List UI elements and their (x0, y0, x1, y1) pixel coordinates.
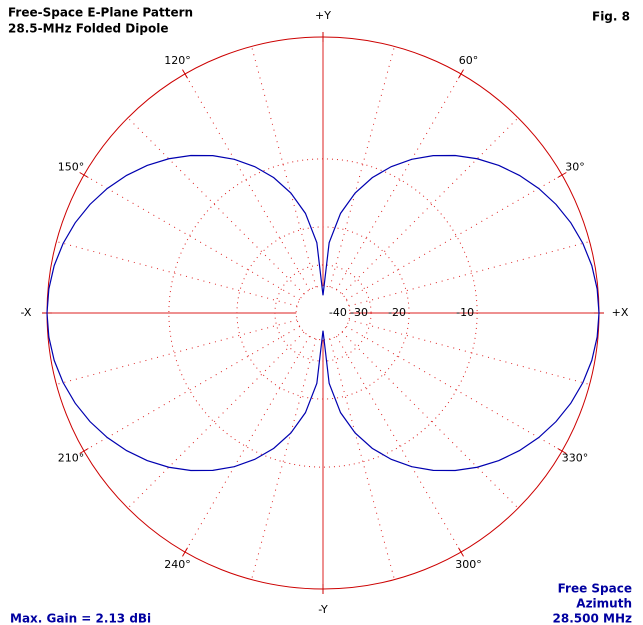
angle-tick (458, 69, 464, 79)
chart-subtitle: 28.5-MHz Folded Dipole (8, 22, 168, 36)
radial-grid (341, 117, 519, 295)
angle-tick (458, 547, 464, 557)
radial-grid (184, 335, 311, 553)
radial-grid (83, 174, 301, 301)
angle-tick (557, 448, 567, 454)
angle-label: 120° (164, 54, 191, 67)
chart-title: Free-Space E-Plane Pattern (8, 6, 193, 20)
radial-grid (345, 325, 563, 452)
ring-grid (295, 285, 351, 341)
ring-label: -10 (456, 306, 474, 319)
radial-grid (127, 331, 305, 509)
max-gain-label: Max. Gain = 2.13 dBi (10, 612, 151, 625)
ring-grid (274, 264, 372, 362)
angle-label: 240° (164, 558, 191, 571)
radial-grid (335, 73, 462, 291)
angle-tick (182, 69, 188, 79)
radial-grid (83, 325, 301, 452)
figure-label: Fig. 8 (592, 10, 630, 24)
radial-grid (341, 331, 519, 509)
radial-grid (184, 73, 311, 291)
angle-tick (79, 172, 89, 178)
ring-grid (168, 158, 478, 468)
angle-tick (79, 448, 89, 454)
footer-line: Free Space (558, 582, 632, 596)
angle-label: 150° (58, 161, 85, 174)
radial-grid (127, 117, 305, 295)
angle-label: -X (21, 306, 32, 319)
angle-label: 330° (562, 452, 589, 465)
ring-grid (236, 226, 410, 400)
ring-label: -40 (329, 306, 347, 319)
radial-grid (345, 174, 563, 301)
footer-line: 28.500 MHz (553, 612, 632, 625)
angle-label: 60° (459, 54, 479, 67)
pattern-line (46, 154, 600, 472)
radial-grid (335, 335, 462, 553)
angle-label: +Y (315, 9, 331, 22)
ring-label: -30 (350, 306, 368, 319)
angle-label: +X (612, 306, 629, 319)
angle-label: -Y (318, 603, 328, 616)
angle-label: 210° (58, 452, 85, 465)
angle-tick (182, 547, 188, 557)
ring-label: -20 (388, 306, 406, 319)
angle-label: 30° (565, 161, 585, 174)
footer-line: Azimuth (576, 597, 632, 611)
angle-label: 300° (455, 558, 482, 571)
angle-tick (557, 172, 567, 178)
